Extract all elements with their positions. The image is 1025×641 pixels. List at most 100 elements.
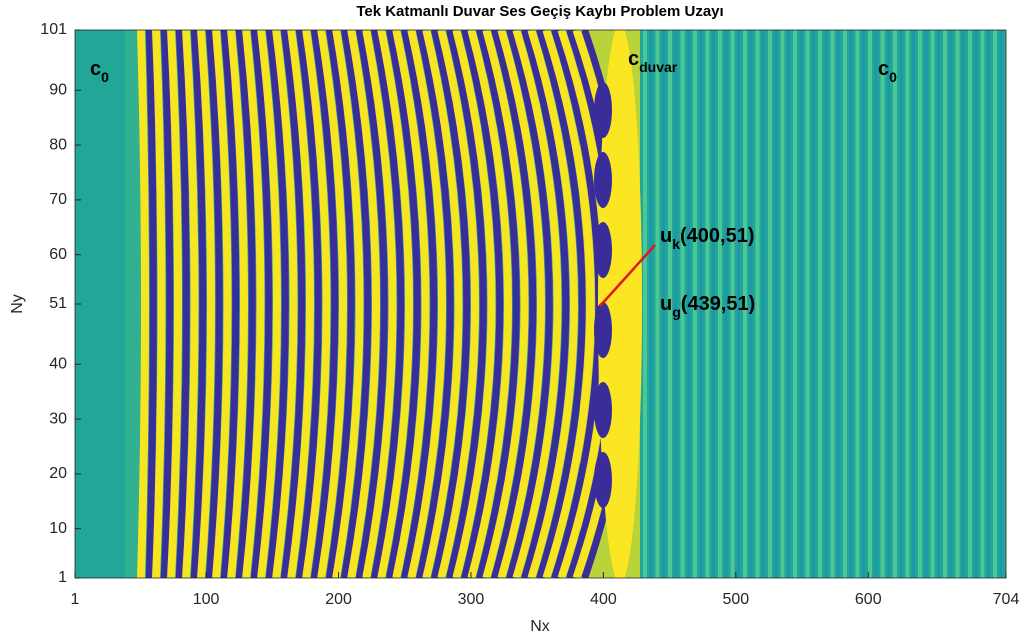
x-tick-label: 704 bbox=[993, 591, 1020, 608]
field-stripe bbox=[317, 30, 347, 578]
field-stripe bbox=[197, 30, 215, 578]
annotation-sub: k bbox=[672, 236, 680, 252]
field-stripe bbox=[145, 30, 157, 578]
annotation: c0 bbox=[878, 58, 897, 84]
y-tick-label: 1 bbox=[58, 569, 67, 586]
annotation: uk(400,51) bbox=[660, 225, 755, 251]
x-tick-label: 300 bbox=[458, 591, 485, 608]
y-tick-label: 40 bbox=[49, 355, 67, 372]
annotation-suffix: (400,51) bbox=[680, 225, 755, 247]
field-stripe bbox=[506, 30, 553, 578]
field-blob bbox=[594, 152, 612, 208]
field-stripe bbox=[461, 30, 504, 578]
field-stripe bbox=[371, 30, 405, 578]
annotation-text: c bbox=[878, 58, 889, 80]
field-blob bbox=[594, 222, 612, 278]
annotation: ug(439,51) bbox=[660, 293, 755, 319]
field-stripe bbox=[401, 30, 438, 578]
field-stripe bbox=[332, 30, 364, 578]
x-tick-label: 600 bbox=[855, 591, 882, 608]
field-stripe bbox=[280, 30, 306, 578]
y-tick-label: 30 bbox=[49, 410, 67, 427]
x-tick-label: 200 bbox=[325, 591, 352, 608]
x-tick-label: 1 bbox=[71, 591, 80, 608]
axes: 1 100 200 300 400 500 600 704 1 10 20 30 40 51 60 70 80 9… bbox=[40, 21, 1019, 608]
field-stripe bbox=[356, 30, 388, 578]
field-stripe bbox=[497, 30, 545, 578]
y-tick-label: 60 bbox=[49, 246, 67, 263]
field-stripe bbox=[476, 30, 520, 578]
field-stripe bbox=[302, 30, 331, 578]
field-stripe bbox=[362, 30, 397, 578]
y-tick-label: 51 bbox=[49, 295, 67, 312]
field-blob bbox=[594, 82, 612, 138]
field-stripe bbox=[491, 30, 537, 578]
annotation-suffix: (439,51) bbox=[681, 293, 756, 315]
field-stripe bbox=[422, 30, 463, 578]
field bbox=[125, 30, 1006, 578]
annotation-sub: 0 bbox=[101, 69, 109, 85]
annotation-text: c bbox=[628, 48, 639, 70]
field-stripe bbox=[452, 30, 496, 578]
field-blob bbox=[594, 382, 612, 438]
chart-title: Tek Katmanlı Duvar Ses Geçiş Kaybı Probl… bbox=[356, 3, 723, 20]
field-stripe bbox=[416, 30, 454, 578]
annotation: cduvar bbox=[628, 48, 678, 74]
field-stripe bbox=[250, 30, 273, 578]
field-stripe bbox=[295, 30, 322, 578]
y-tick-label: 80 bbox=[49, 136, 67, 153]
x-tick-label: 400 bbox=[590, 591, 617, 608]
annotation: c0 bbox=[90, 58, 109, 84]
field-stripe bbox=[182, 30, 199, 578]
x-tick-label: 500 bbox=[722, 591, 749, 608]
field-stripe bbox=[265, 30, 289, 578]
field-stripe bbox=[521, 30, 570, 578]
annotation-text: u bbox=[660, 293, 672, 315]
field-band bbox=[125, 30, 143, 578]
field-stripe bbox=[220, 30, 240, 578]
field-stripe bbox=[257, 30, 281, 578]
field-stripe bbox=[446, 30, 487, 578]
field-stripe bbox=[347, 30, 380, 578]
field-stripe bbox=[386, 30, 421, 578]
annotation-sub: duvar bbox=[639, 59, 678, 75]
field-stripe bbox=[137, 30, 149, 578]
field-stripe bbox=[242, 30, 265, 578]
y-tick-label: 20 bbox=[49, 465, 67, 482]
y-tick-label: 10 bbox=[49, 520, 67, 537]
field-stripe bbox=[227, 30, 248, 578]
field-blob bbox=[594, 452, 612, 508]
field-stripe bbox=[431, 30, 471, 578]
field-stripe bbox=[325, 30, 355, 578]
field-stripe bbox=[212, 30, 232, 578]
field-stripe bbox=[340, 30, 372, 578]
field-stripe bbox=[512, 30, 562, 578]
field-stripe bbox=[287, 30, 314, 578]
field-stripe bbox=[205, 30, 223, 578]
y-tick-label: 70 bbox=[49, 191, 67, 208]
annotation-sub: 0 bbox=[889, 69, 897, 85]
field-stripe bbox=[167, 30, 182, 578]
field-stripe bbox=[407, 30, 446, 578]
field-stripe bbox=[190, 30, 207, 578]
field-stripe bbox=[527, 30, 578, 578]
field-stripe bbox=[437, 30, 479, 578]
field-stripe bbox=[392, 30, 430, 578]
field-stripe bbox=[152, 30, 166, 578]
x-tick-label: 100 bbox=[193, 591, 220, 608]
field-stripe bbox=[542, 30, 595, 578]
field-stripe bbox=[377, 30, 413, 578]
field-stripe bbox=[235, 30, 256, 578]
field-stripe bbox=[175, 30, 190, 578]
field-stripe bbox=[160, 30, 174, 578]
annotation-text: u bbox=[660, 225, 672, 247]
x-axis-label: Nx bbox=[530, 618, 550, 635]
annotation-arrow bbox=[599, 244, 656, 307]
annotation-text: c bbox=[90, 58, 101, 80]
y-tick-label: 101 bbox=[40, 21, 67, 38]
field-stripe bbox=[310, 30, 339, 578]
y-axis-label: Ny bbox=[9, 294, 26, 314]
field-stripe bbox=[536, 30, 586, 578]
field-stripe bbox=[272, 30, 298, 578]
